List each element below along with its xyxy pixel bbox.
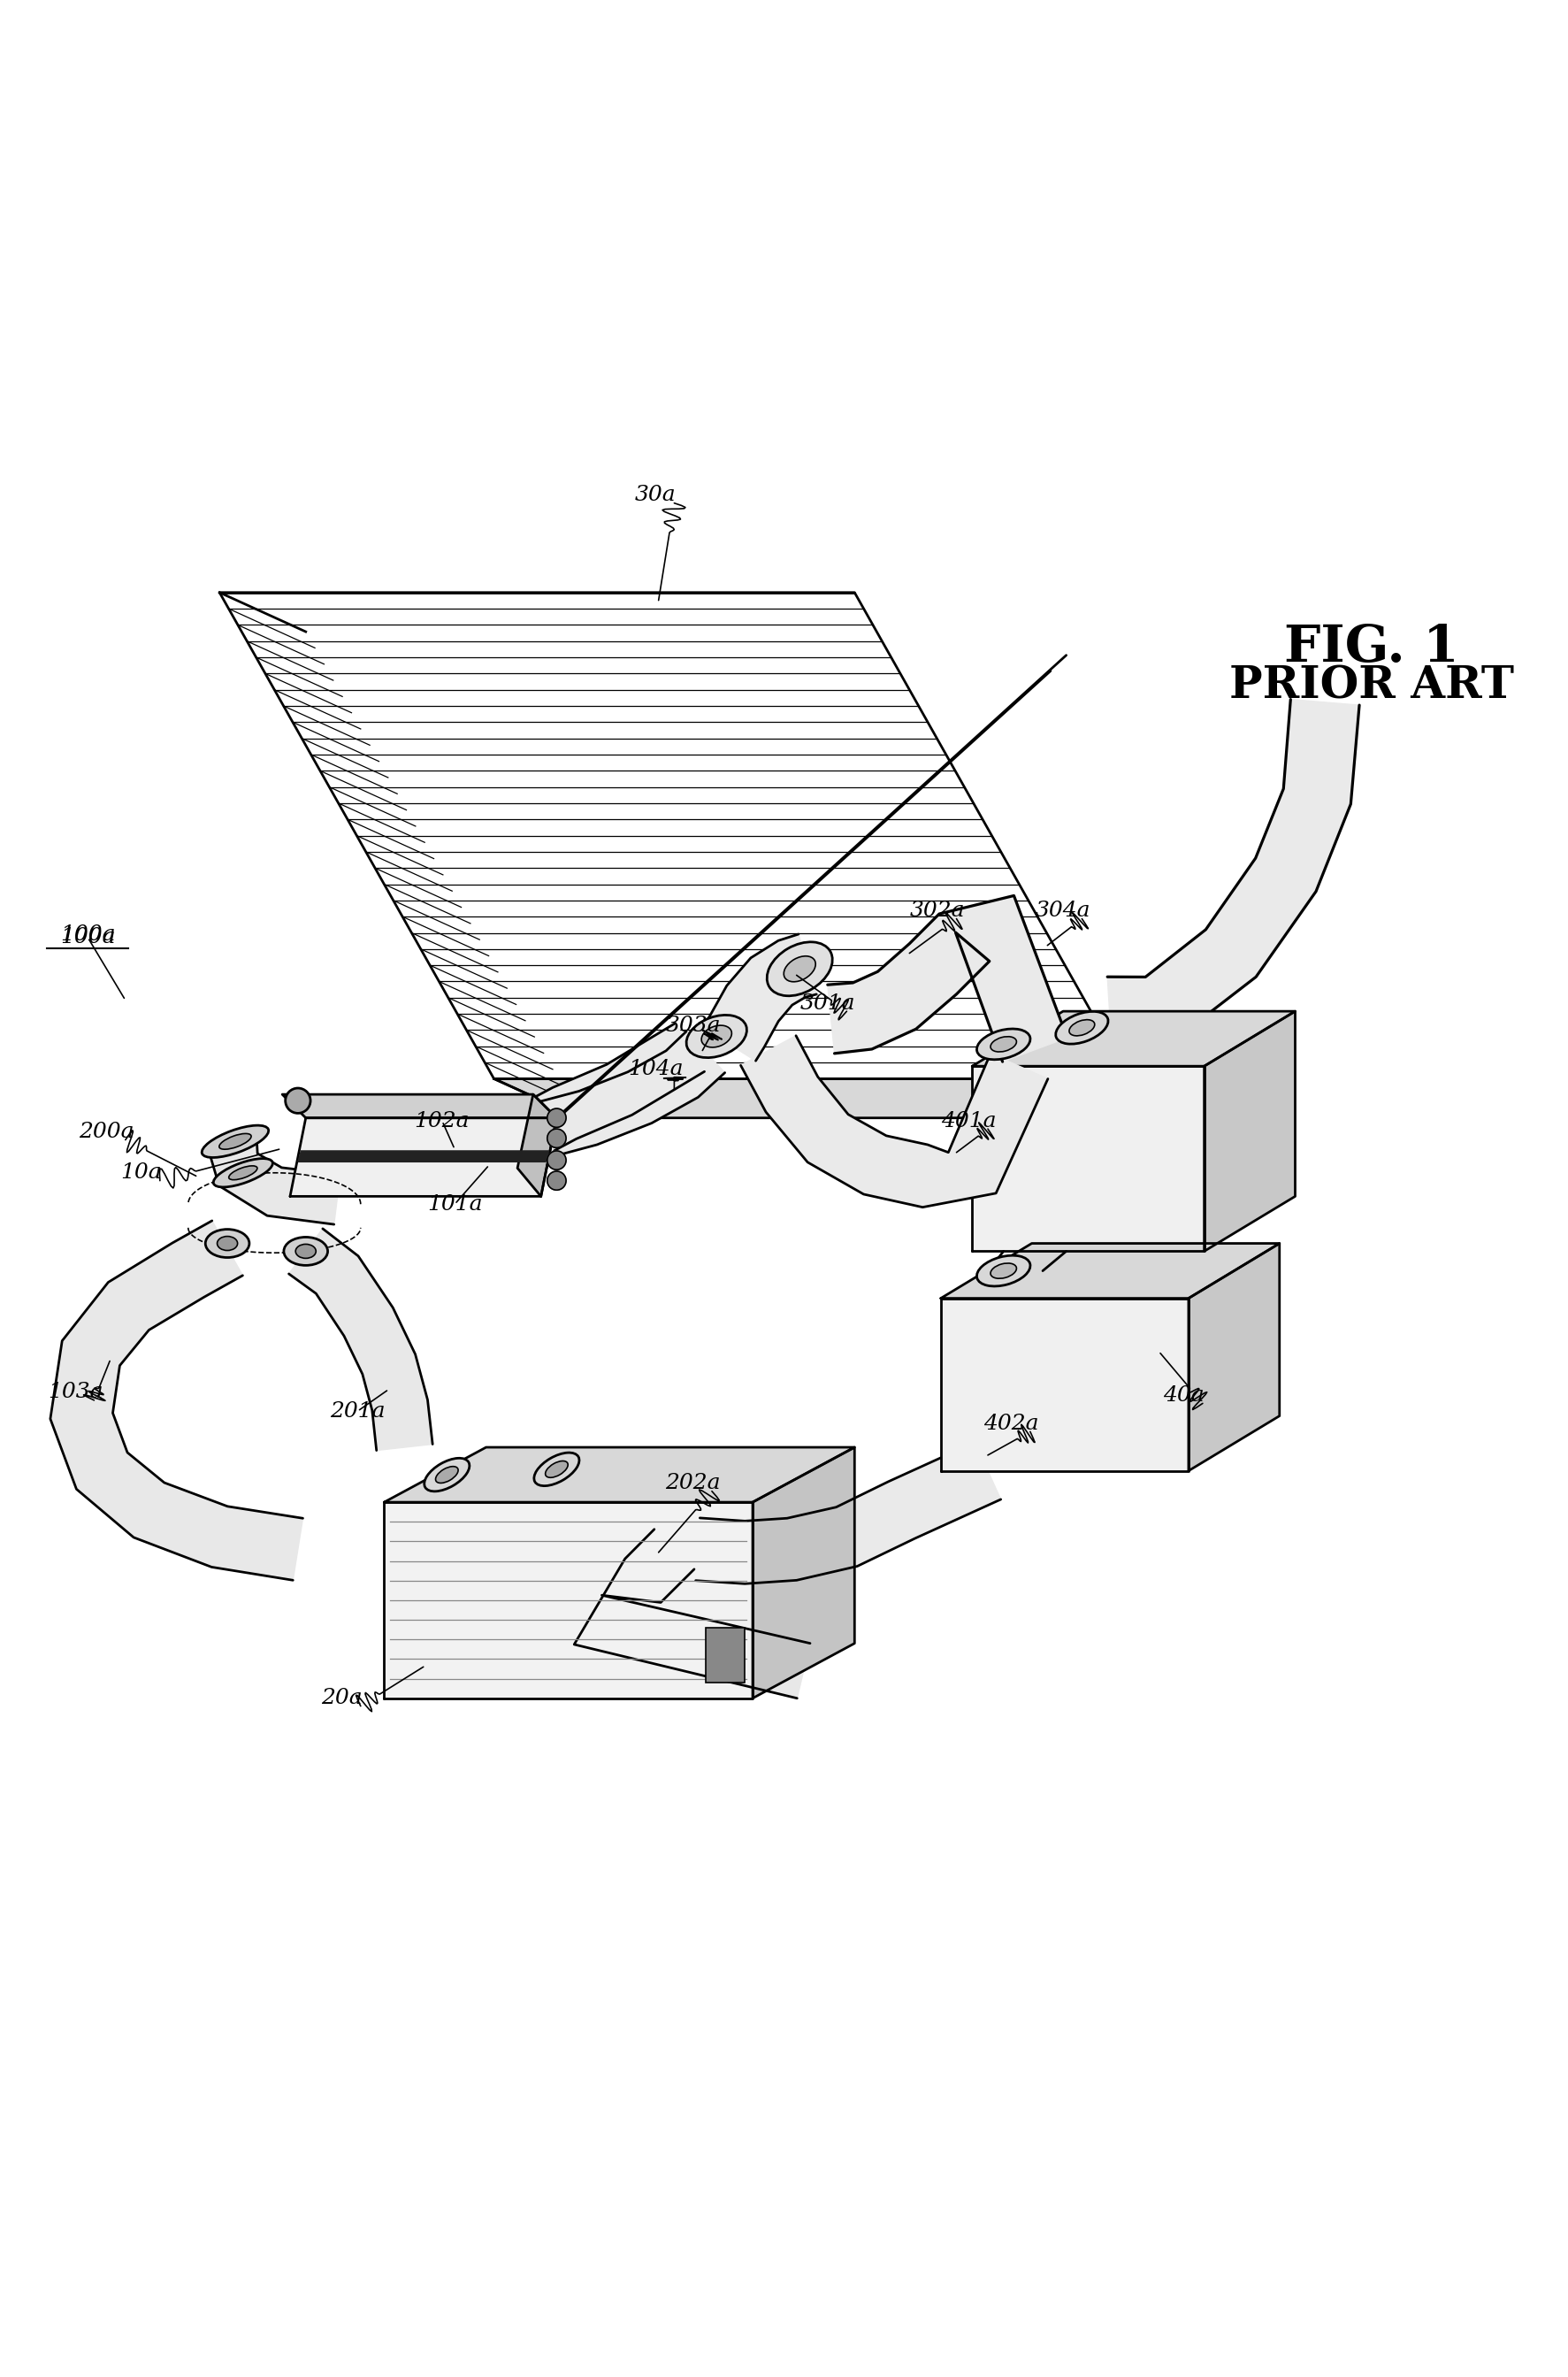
Polygon shape: [528, 1022, 704, 1150]
Polygon shape: [753, 1448, 855, 1697]
Ellipse shape: [295, 1243, 315, 1257]
Polygon shape: [282, 1093, 557, 1117]
Text: 100a: 100a: [60, 925, 116, 944]
Text: 401a: 401a: [941, 1110, 997, 1131]
Text: 40a: 40a: [1163, 1386, 1204, 1405]
Ellipse shape: [216, 1236, 237, 1250]
Polygon shape: [384, 1448, 855, 1502]
Text: 30a: 30a: [635, 485, 676, 506]
Ellipse shape: [284, 1236, 328, 1265]
Ellipse shape: [535, 1452, 579, 1486]
Text: 303a: 303a: [665, 1015, 721, 1036]
Polygon shape: [517, 1093, 557, 1196]
Polygon shape: [696, 1443, 1000, 1583]
Ellipse shape: [977, 1029, 1030, 1060]
Polygon shape: [1189, 1243, 1279, 1471]
Polygon shape: [1107, 699, 1359, 1046]
Polygon shape: [828, 896, 1068, 1063]
Polygon shape: [220, 592, 1129, 1079]
Text: 101a: 101a: [426, 1193, 483, 1215]
Polygon shape: [1204, 1010, 1295, 1250]
Ellipse shape: [546, 1462, 568, 1478]
Circle shape: [547, 1150, 566, 1169]
Text: 302a: 302a: [909, 901, 966, 920]
Polygon shape: [50, 1222, 303, 1581]
Ellipse shape: [991, 1262, 1016, 1279]
Text: 202a: 202a: [665, 1474, 721, 1493]
Ellipse shape: [425, 1457, 469, 1490]
Text: 402a: 402a: [983, 1414, 1040, 1433]
Polygon shape: [494, 1079, 1215, 1117]
Polygon shape: [289, 1229, 433, 1450]
Text: PRIOR ART: PRIOR ART: [1229, 666, 1515, 708]
Ellipse shape: [687, 1015, 746, 1058]
Text: 103a: 103a: [47, 1381, 103, 1402]
Polygon shape: [574, 1528, 811, 1697]
Ellipse shape: [436, 1467, 458, 1483]
Text: 102a: 102a: [414, 1110, 470, 1131]
Polygon shape: [533, 1032, 724, 1158]
Text: 104a: 104a: [627, 1060, 684, 1079]
Ellipse shape: [1055, 1013, 1109, 1044]
Polygon shape: [941, 1243, 1279, 1298]
Ellipse shape: [220, 1134, 251, 1150]
Polygon shape: [740, 1036, 1047, 1208]
Circle shape: [547, 1129, 566, 1148]
Ellipse shape: [991, 1036, 1016, 1053]
Circle shape: [285, 1089, 310, 1112]
Circle shape: [547, 1172, 566, 1191]
Polygon shape: [207, 1136, 340, 1224]
Polygon shape: [290, 1117, 557, 1196]
Text: 301a: 301a: [800, 994, 856, 1013]
Polygon shape: [941, 1298, 1189, 1471]
Text: 200a: 200a: [78, 1122, 135, 1143]
Text: 20a: 20a: [321, 1688, 362, 1709]
Text: 201a: 201a: [329, 1400, 386, 1421]
Ellipse shape: [229, 1165, 257, 1179]
Ellipse shape: [701, 1024, 732, 1048]
Text: 304a: 304a: [1035, 901, 1091, 920]
Text: 100a: 100a: [60, 927, 116, 948]
Polygon shape: [972, 1067, 1204, 1250]
Ellipse shape: [977, 1255, 1030, 1286]
Polygon shape: [384, 1502, 753, 1697]
Polygon shape: [298, 1150, 549, 1162]
Text: FIG. 1: FIG. 1: [1284, 623, 1460, 673]
Ellipse shape: [767, 941, 833, 996]
Polygon shape: [972, 1010, 1295, 1067]
Text: 10a: 10a: [121, 1162, 162, 1184]
Ellipse shape: [213, 1158, 273, 1186]
Ellipse shape: [1069, 1020, 1094, 1036]
Polygon shape: [702, 934, 817, 1060]
Ellipse shape: [205, 1229, 249, 1257]
Circle shape: [547, 1108, 566, 1127]
Ellipse shape: [784, 956, 815, 982]
Ellipse shape: [202, 1124, 268, 1158]
Bar: [706, 1628, 745, 1683]
